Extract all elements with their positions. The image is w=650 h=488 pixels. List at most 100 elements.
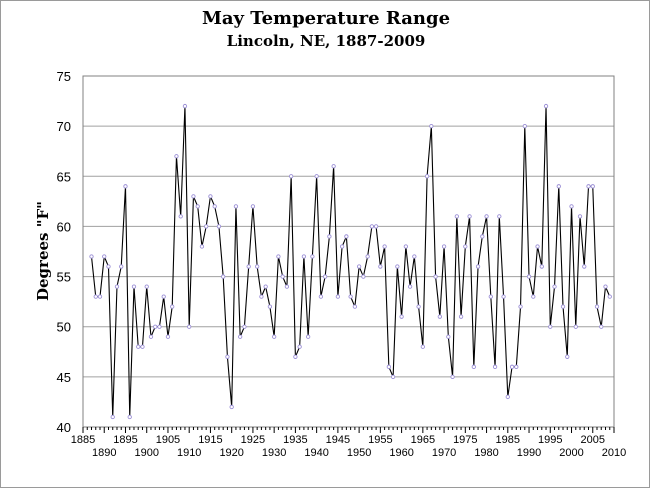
data-point [531,294,536,299]
data-point [280,274,285,279]
data-point [390,374,396,380]
data-point [293,354,298,359]
y-tick-label: 75 [57,69,71,84]
data-point [344,234,349,239]
x-tick-label: 1990 [517,447,541,459]
data-point [412,254,417,259]
data-point [250,204,256,209]
data-point [556,184,561,189]
data-point [136,344,141,349]
data-point [484,214,489,219]
y-tick-label: 65 [57,169,71,184]
data-point [569,204,574,209]
data-point [586,184,591,189]
data-point [229,404,234,410]
data-point [573,324,578,329]
data-point [225,354,230,359]
data-point [560,304,566,309]
data-point [577,214,583,219]
data-point [607,294,612,299]
data-point [518,304,523,309]
data-point [352,304,358,309]
data-point [148,334,154,339]
data-point [255,264,260,269]
data-point [114,284,120,289]
data-point [246,264,251,269]
y-tick-label: 45 [57,370,71,385]
data-point [208,194,213,199]
data-point [463,244,468,249]
data-point [386,364,392,369]
data-point [89,254,94,259]
data-point [127,414,132,420]
data-point [454,214,459,219]
data-point [97,294,103,299]
y-tick-label: 50 [57,320,71,335]
data-point [93,294,98,299]
data-point [446,334,451,339]
data-point [365,254,370,259]
data-point [429,123,434,129]
x-tick-label: 1885 [71,434,95,446]
data-point [272,334,277,339]
x-tick-label: 1910 [177,447,201,459]
series-line [90,105,611,418]
data-point [195,204,200,209]
data-point [543,103,549,109]
data-point [416,304,421,309]
x-tick-label: 2005 [581,434,605,446]
y-tick-label: 60 [57,219,71,234]
data-point [242,324,247,329]
data-point [259,294,264,299]
data-point [599,324,604,329]
data-point [594,304,600,309]
data-point [339,244,345,249]
data-point [178,214,183,219]
data-point [161,294,166,299]
data-point [140,344,145,349]
data-point [165,334,171,339]
x-tick-label: 2010 [602,447,626,459]
data-point [407,284,413,289]
data-point [565,354,570,359]
data-point [501,294,506,299]
data-point [433,274,438,279]
data-point [467,214,472,219]
data-point [403,244,408,249]
x-tick-label: 1980 [474,447,498,459]
data-point [361,274,366,279]
data-point [174,154,179,159]
data-point [144,284,149,289]
data-point [382,244,387,249]
data-point [420,344,425,349]
x-tick-label: 1895 [113,434,137,446]
y-tick-label: 70 [57,119,71,134]
data-point [204,224,209,229]
x-tick-label: 1890 [92,447,116,459]
x-tick-label: 1935 [283,434,307,446]
x-tick-label: 1975 [453,434,477,446]
data-point [238,334,243,339]
data-point [548,324,553,329]
data-point [267,304,273,309]
x-tick-label: 1930 [262,447,286,459]
data-point [539,264,544,269]
x-tick-label: 1995 [538,434,562,446]
data-point [509,364,515,369]
y-tick-label: 55 [57,270,71,285]
data-point [305,334,311,339]
data-point [191,194,196,199]
data-point [221,274,226,279]
x-tick-label: 1955 [368,434,392,446]
x-tick-label: 1965 [411,434,435,446]
data-point [233,204,239,209]
data-point [480,234,485,239]
data-point [276,254,281,259]
data-point [399,314,404,319]
data-point [348,294,353,299]
data-point [289,174,294,179]
data-point [301,254,307,259]
data-point [395,264,400,269]
data-point [526,274,532,279]
data-point [212,204,217,209]
